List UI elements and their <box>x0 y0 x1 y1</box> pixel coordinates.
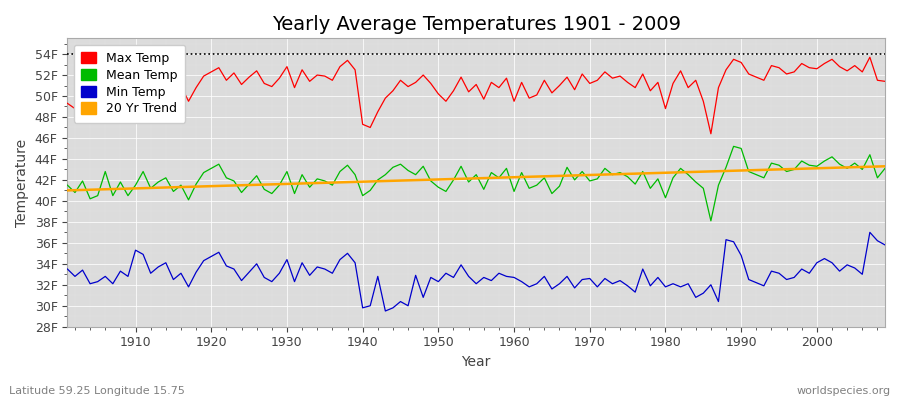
Legend: Max Temp, Mean Temp, Min Temp, 20 Yr Trend: Max Temp, Mean Temp, Min Temp, 20 Yr Tre… <box>74 44 185 123</box>
Text: worldspecies.org: worldspecies.org <box>796 386 891 396</box>
Text: Latitude 59.25 Longitude 15.75: Latitude 59.25 Longitude 15.75 <box>9 386 184 396</box>
X-axis label: Year: Year <box>462 355 490 369</box>
Title: Yearly Average Temperatures 1901 - 2009: Yearly Average Temperatures 1901 - 2009 <box>272 15 680 34</box>
Y-axis label: Temperature: Temperature <box>15 138 29 226</box>
